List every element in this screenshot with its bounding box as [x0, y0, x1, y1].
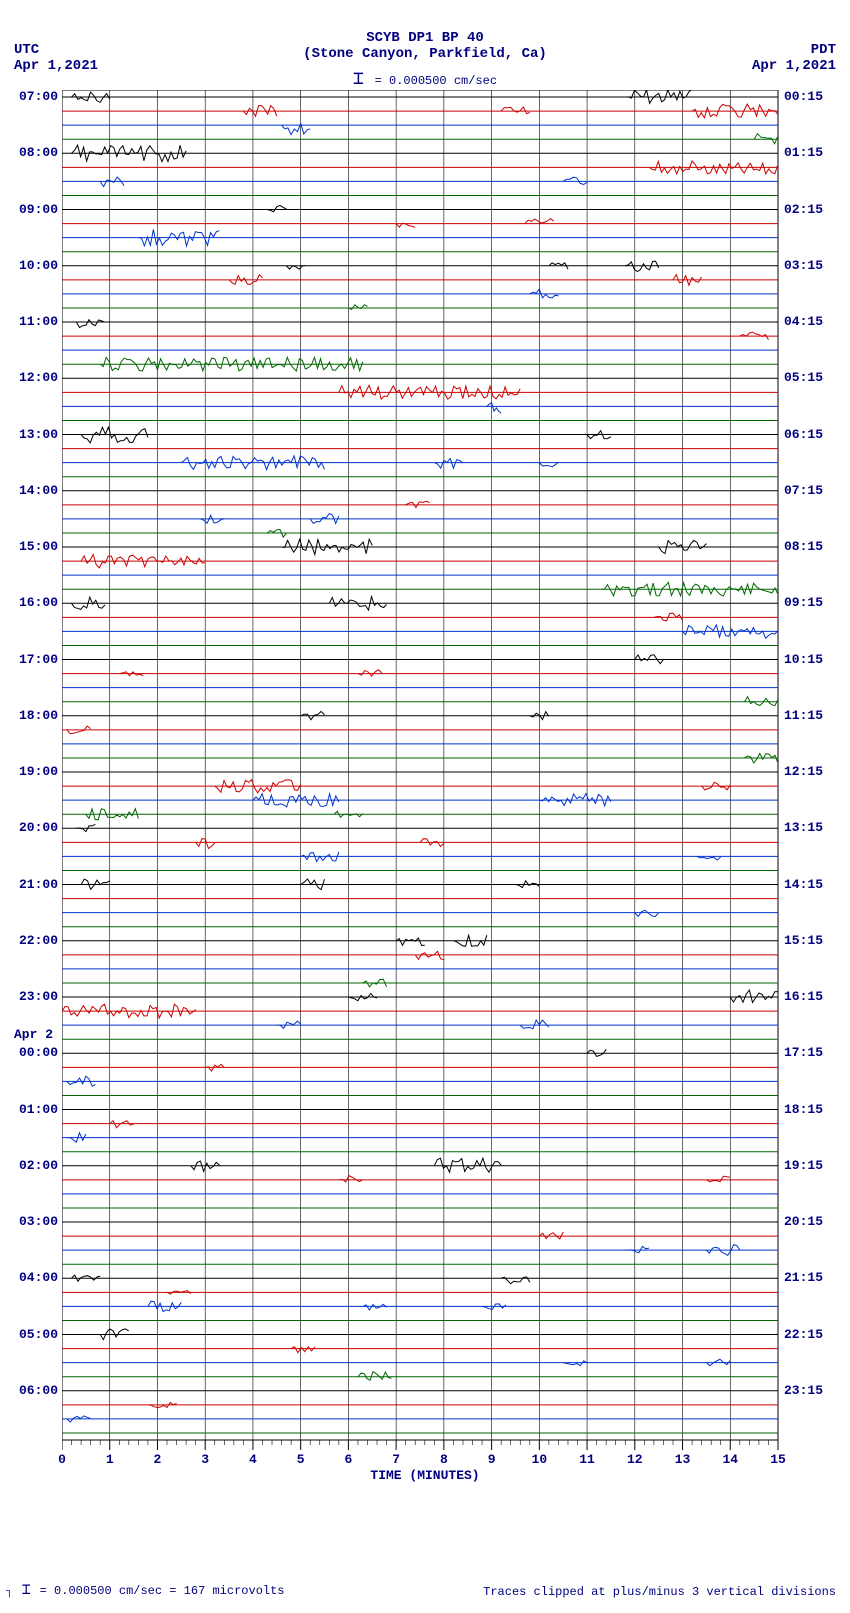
utc-time-label: 13:00 — [10, 427, 58, 442]
x-tick-label: 15 — [770, 1452, 786, 1467]
pdt-time-label: 06:15 — [784, 427, 832, 442]
utc-time-label: 01:00 — [10, 1102, 58, 1117]
pdt-time-label: 15:15 — [784, 933, 832, 948]
x-tick-label: 1 — [106, 1452, 114, 1467]
pdt-time-label: 21:15 — [784, 1270, 832, 1285]
pdt-time-label: 13:15 — [784, 820, 832, 835]
right-date-label: Apr 1,2021 — [752, 58, 836, 74]
utc-time-label: 14:00 — [10, 483, 58, 498]
utc-time-label: 02:00 — [10, 1158, 58, 1173]
utc-time-label: 20:00 — [10, 820, 58, 835]
x-tick-label: 8 — [440, 1452, 448, 1467]
pdt-time-label: 04:15 — [784, 314, 832, 329]
x-tick-label: 5 — [297, 1452, 305, 1467]
utc-time-label: 23:00 — [10, 989, 58, 1004]
pdt-time-label: 18:15 — [784, 1102, 832, 1117]
utc-time-label: 03:00 — [10, 1214, 58, 1229]
pdt-time-label: 14:15 — [784, 877, 832, 892]
utc-time-label: 10:00 — [10, 258, 58, 273]
x-tick-label: 9 — [488, 1452, 496, 1467]
pdt-time-label: 02:15 — [784, 202, 832, 217]
x-tick-label: 12 — [627, 1452, 643, 1467]
footer-left: ┐ ⌶ = 0.000500 cm/sec = 167 microvolts — [6, 1580, 285, 1599]
utc-time-label: 06:00 — [10, 1383, 58, 1398]
pdt-time-label: 22:15 — [784, 1327, 832, 1342]
pdt-time-label: 00:15 — [784, 89, 832, 104]
pdt-time-label: 03:15 — [784, 258, 832, 273]
footer-left-text: = 0.000500 cm/sec = 167 microvolts — [40, 1584, 285, 1598]
pdt-time-label: 11:15 — [784, 708, 832, 723]
utc-time-label: 12:00 — [10, 370, 58, 385]
pdt-time-label: 05:15 — [784, 370, 832, 385]
x-axis-title: TIME (MINUTES) — [0, 1468, 850, 1483]
pdt-time-label: 12:15 — [784, 764, 832, 779]
utc-time-label: 22:00 — [10, 933, 58, 948]
x-tick-label: 14 — [722, 1452, 738, 1467]
utc-time-label: 19:00 — [10, 764, 58, 779]
x-tick-label: 2 — [154, 1452, 162, 1467]
right-tz-label: PDT — [811, 42, 836, 58]
pdt-time-label: 10:15 — [784, 652, 832, 667]
x-tick-label: 3 — [201, 1452, 209, 1467]
date-break-label: Apr 2 — [14, 1027, 53, 1042]
utc-time-label: 17:00 — [10, 652, 58, 667]
x-tick-label: 4 — [249, 1452, 257, 1467]
utc-time-label: 11:00 — [10, 314, 58, 329]
pdt-time-label: 09:15 — [784, 595, 832, 610]
utc-time-label: 09:00 — [10, 202, 58, 217]
utc-time-label: 04:00 — [10, 1270, 58, 1285]
station-subtitle: (Stone Canyon, Parkfield, Ca) — [0, 46, 850, 62]
x-tick-label: 13 — [675, 1452, 691, 1467]
pdt-time-label: 07:15 — [784, 483, 832, 498]
scale-text: = 0.000500 cm/sec — [375, 74, 497, 88]
pdt-time-label: 01:15 — [784, 145, 832, 160]
utc-time-label: 15:00 — [10, 539, 58, 554]
footer-right: Traces clipped at plus/minus 3 vertical … — [483, 1585, 836, 1599]
x-tick-label: 11 — [579, 1452, 595, 1467]
pdt-time-label: 17:15 — [784, 1045, 832, 1060]
left-tz-label: UTC — [14, 42, 39, 58]
scale-indicator: ⌶ = 0.000500 cm/sec — [0, 68, 850, 90]
utc-time-label: 07:00 — [10, 89, 58, 104]
x-tick-label: 10 — [532, 1452, 548, 1467]
utc-time-label: 16:00 — [10, 595, 58, 610]
pdt-time-label: 23:15 — [784, 1383, 832, 1398]
utc-time-label: 21:00 — [10, 877, 58, 892]
seismogram-container: { "header": { "title1": "SCYB DP1 BP 40"… — [0, 0, 850, 1613]
x-tick-label: 0 — [58, 1452, 66, 1467]
pdt-time-label: 20:15 — [784, 1214, 832, 1229]
pdt-time-label: 16:15 — [784, 989, 832, 1004]
pdt-time-label: 19:15 — [784, 1158, 832, 1173]
utc-time-label: 00:00 — [10, 1045, 58, 1060]
utc-time-label: 05:00 — [10, 1327, 58, 1342]
x-tick-label: 7 — [392, 1452, 400, 1467]
x-tick-label: 6 — [344, 1452, 352, 1467]
left-date-label: Apr 1,2021 — [14, 58, 98, 74]
utc-time-label: 08:00 — [10, 145, 58, 160]
seismogram-plot — [62, 90, 782, 1500]
station-title: SCYB DP1 BP 40 — [0, 30, 850, 46]
utc-time-label: 18:00 — [10, 708, 58, 723]
pdt-time-label: 08:15 — [784, 539, 832, 554]
